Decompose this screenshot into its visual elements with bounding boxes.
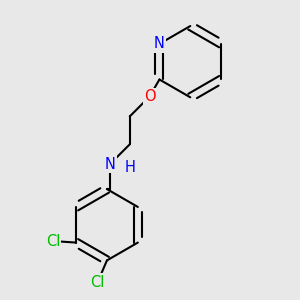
Text: Cl: Cl <box>46 233 60 248</box>
Text: Cl: Cl <box>91 274 105 290</box>
Text: N: N <box>154 36 165 51</box>
Text: N: N <box>105 157 116 172</box>
Text: H: H <box>125 160 136 175</box>
Text: O: O <box>144 89 155 104</box>
